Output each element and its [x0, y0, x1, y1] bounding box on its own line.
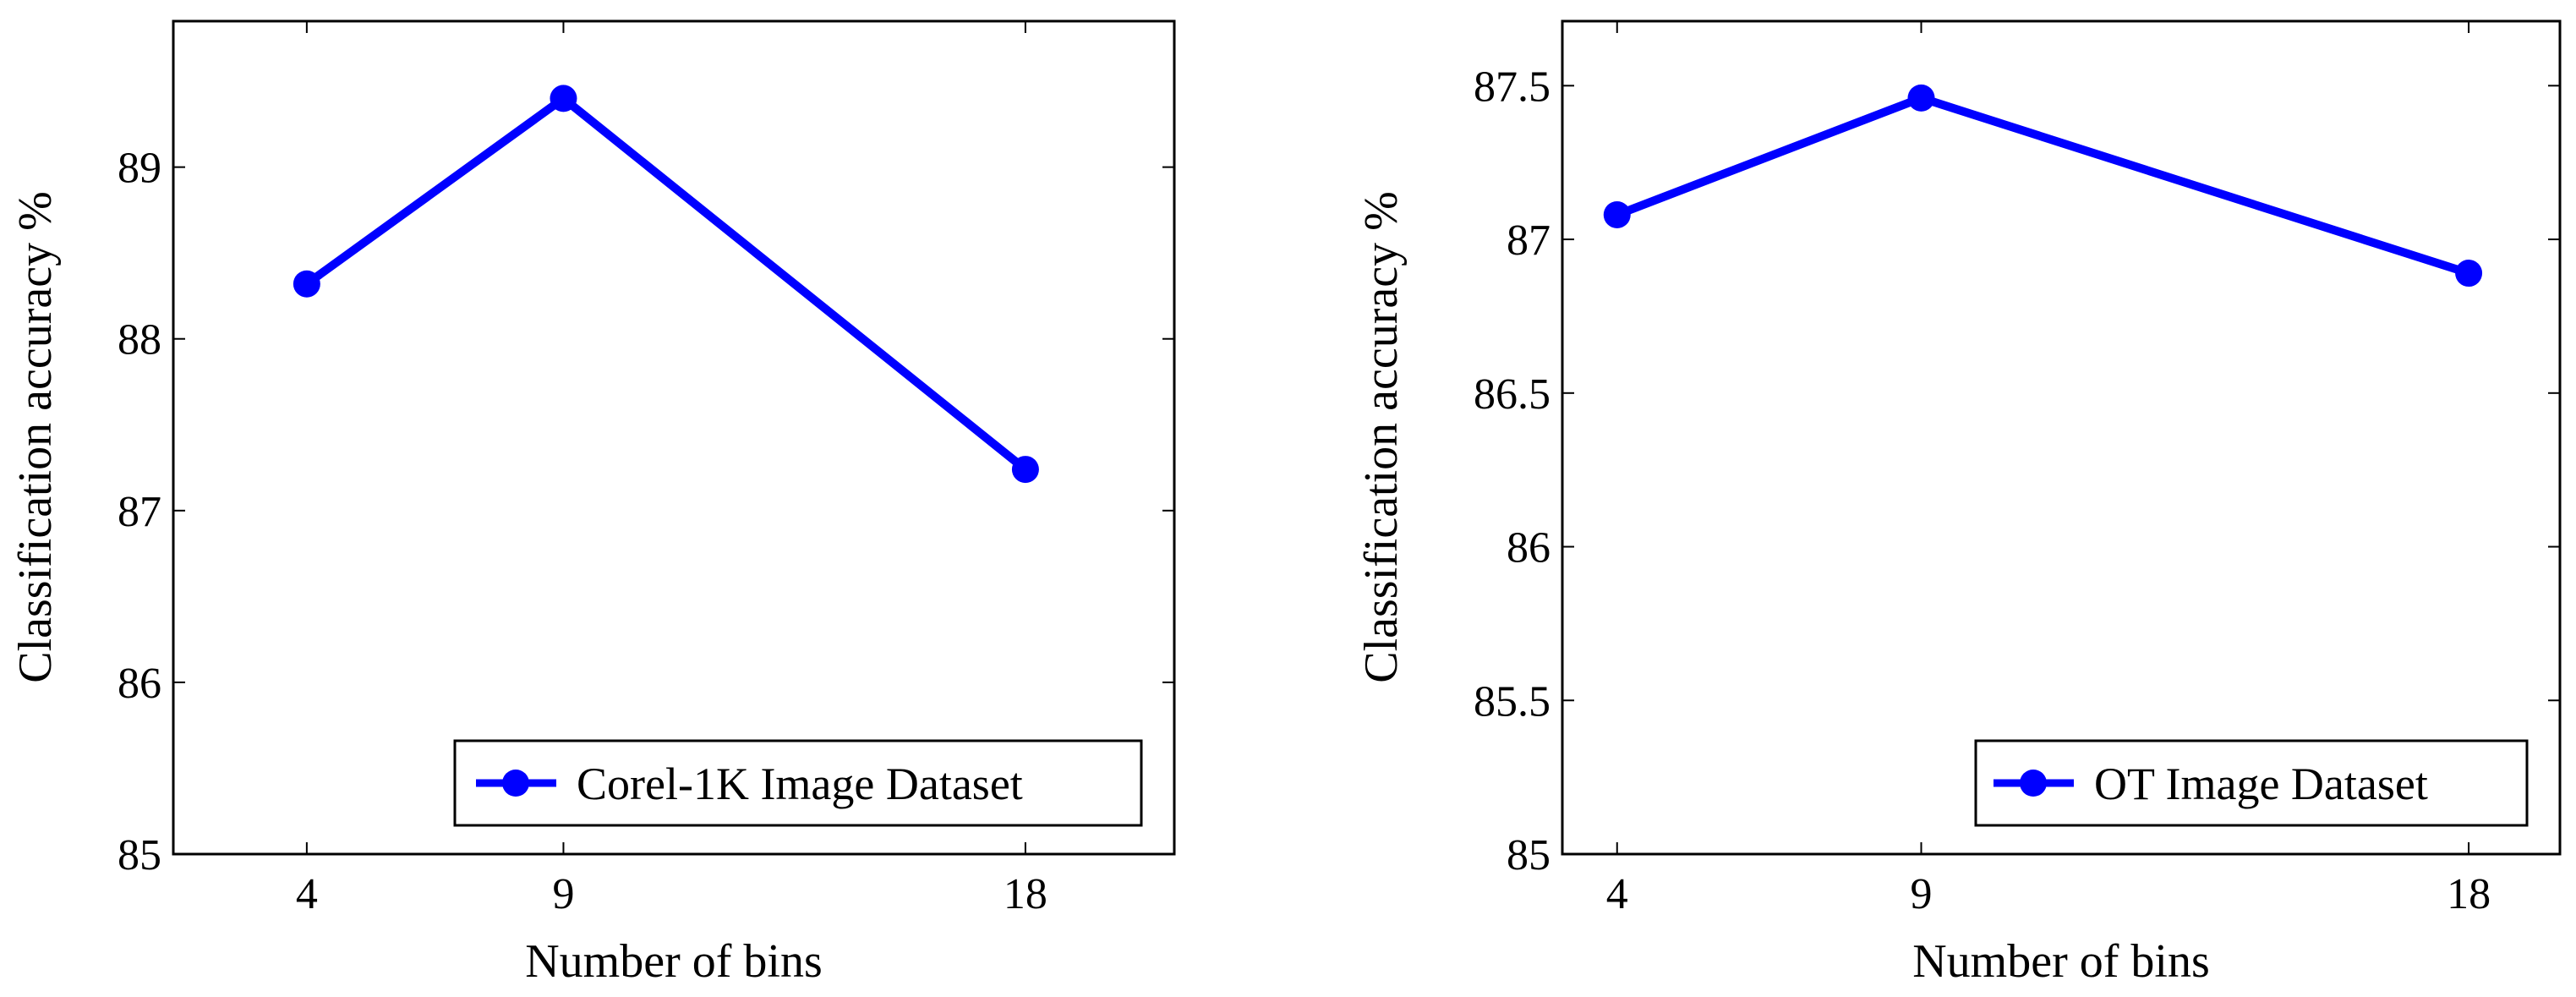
y-axis-title: Classification accuracy % — [9, 191, 62, 683]
x-tick-label: 4 — [1606, 870, 1628, 918]
x-tick-label: 18 — [2447, 870, 2491, 918]
legend-label: OT Image Dataset — [2094, 759, 2428, 809]
chart-ot: 85 85.5 86 86.5 87 87.5 4 9 18 Number of bins C… — [1355, 19, 2562, 988]
x-tick-label: 18 — [1004, 870, 1047, 918]
data-point — [1011, 456, 1039, 484]
x-axis-title: Number of bins — [1912, 935, 2210, 988]
tick-marks — [1562, 21, 2560, 855]
legend-marker — [502, 770, 529, 797]
y-tick-label: 88 — [118, 316, 161, 364]
data-point — [1907, 84, 1935, 112]
legend-marker — [2020, 770, 2047, 797]
plot-area-frame — [1561, 19, 2562, 856]
y-tick-labels: 85 86 87 88 89 — [118, 145, 161, 879]
data-point — [550, 85, 577, 112]
y-tick-label: 87 — [118, 488, 161, 536]
y-tick-label: 86 — [118, 660, 161, 708]
y-tick-label: 86 — [1507, 524, 1551, 572]
plot-area-frame — [172, 19, 1176, 856]
y-tick-label: 86.5 — [1474, 370, 1551, 419]
x-tick-label: 4 — [296, 870, 318, 918]
x-tick-labels: 4 9 18 — [1606, 870, 2491, 918]
legend-label: Corel-1K Image Dataset — [577, 759, 1023, 809]
series-layer — [1603, 84, 2483, 288]
legend: Corel-1K Image Dataset — [453, 739, 1143, 827]
series-line — [1612, 93, 2474, 278]
y-tick-labels: 85 85.5 86 86.5 87 87.5 — [1474, 63, 1551, 879]
data-point — [1603, 200, 1631, 228]
x-axis-title: Number of bins — [525, 935, 823, 988]
tick-marks — [173, 21, 1174, 855]
chart-corel: 85 86 87 88 89 4 9 18 Number of bins Classific… — [9, 19, 1176, 988]
y-tick-label: 87.5 — [1474, 63, 1551, 111]
data-point — [293, 270, 320, 298]
series-line — [302, 94, 1030, 474]
legend: OT Image Dataset — [1974, 739, 2529, 827]
y-tick-label: 89 — [118, 145, 161, 193]
x-tick-label: 9 — [552, 870, 574, 918]
y-tick-label: 85 — [1507, 831, 1551, 879]
y-tick-label: 85.5 — [1474, 677, 1551, 726]
y-tick-label: 85 — [118, 831, 161, 879]
legend-box — [453, 739, 1143, 827]
x-tick-label: 9 — [1911, 870, 1933, 918]
series-layer — [293, 85, 1039, 484]
y-axis-title: Classification accuracy % — [1355, 191, 1408, 683]
x-tick-labels: 4 9 18 — [296, 870, 1047, 918]
data-point — [2455, 260, 2483, 288]
y-tick-label: 87 — [1507, 216, 1551, 265]
